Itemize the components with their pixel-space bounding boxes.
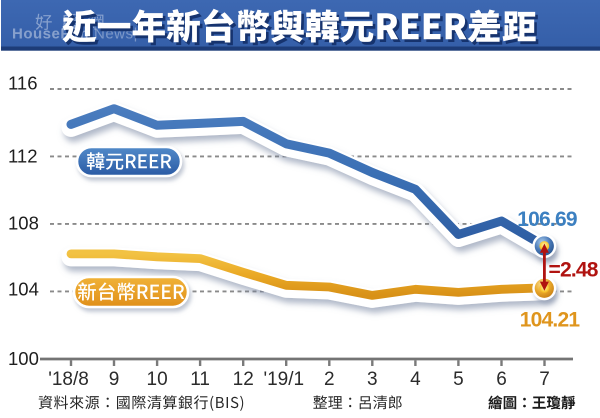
svg-text:5: 5 <box>453 369 464 390</box>
svg-text:4: 4 <box>410 369 421 390</box>
svg-text:12: 12 <box>233 369 254 390</box>
svg-text:11: 11 <box>190 369 210 390</box>
svg-text:'18/8: '18/8 <box>48 369 89 390</box>
svg-text:116: 116 <box>8 73 38 94</box>
svg-text:10: 10 <box>147 369 168 390</box>
svg-text:104: 104 <box>8 279 39 300</box>
svg-text:6: 6 <box>496 369 507 390</box>
svg-text:3: 3 <box>367 369 378 390</box>
svg-text:9: 9 <box>109 369 120 390</box>
svg-text:2: 2 <box>324 369 335 390</box>
svg-text:104.21: 104.21 <box>520 309 581 332</box>
svg-text:112: 112 <box>8 145 38 166</box>
svg-text:=2.48: =2.48 <box>549 258 599 281</box>
svg-text:106.69: 106.69 <box>517 208 577 231</box>
svg-text:7: 7 <box>539 369 550 390</box>
svg-text:100: 100 <box>8 348 39 369</box>
svg-text:108: 108 <box>8 212 39 233</box>
svg-text:'19/1: '19/1 <box>263 369 304 390</box>
